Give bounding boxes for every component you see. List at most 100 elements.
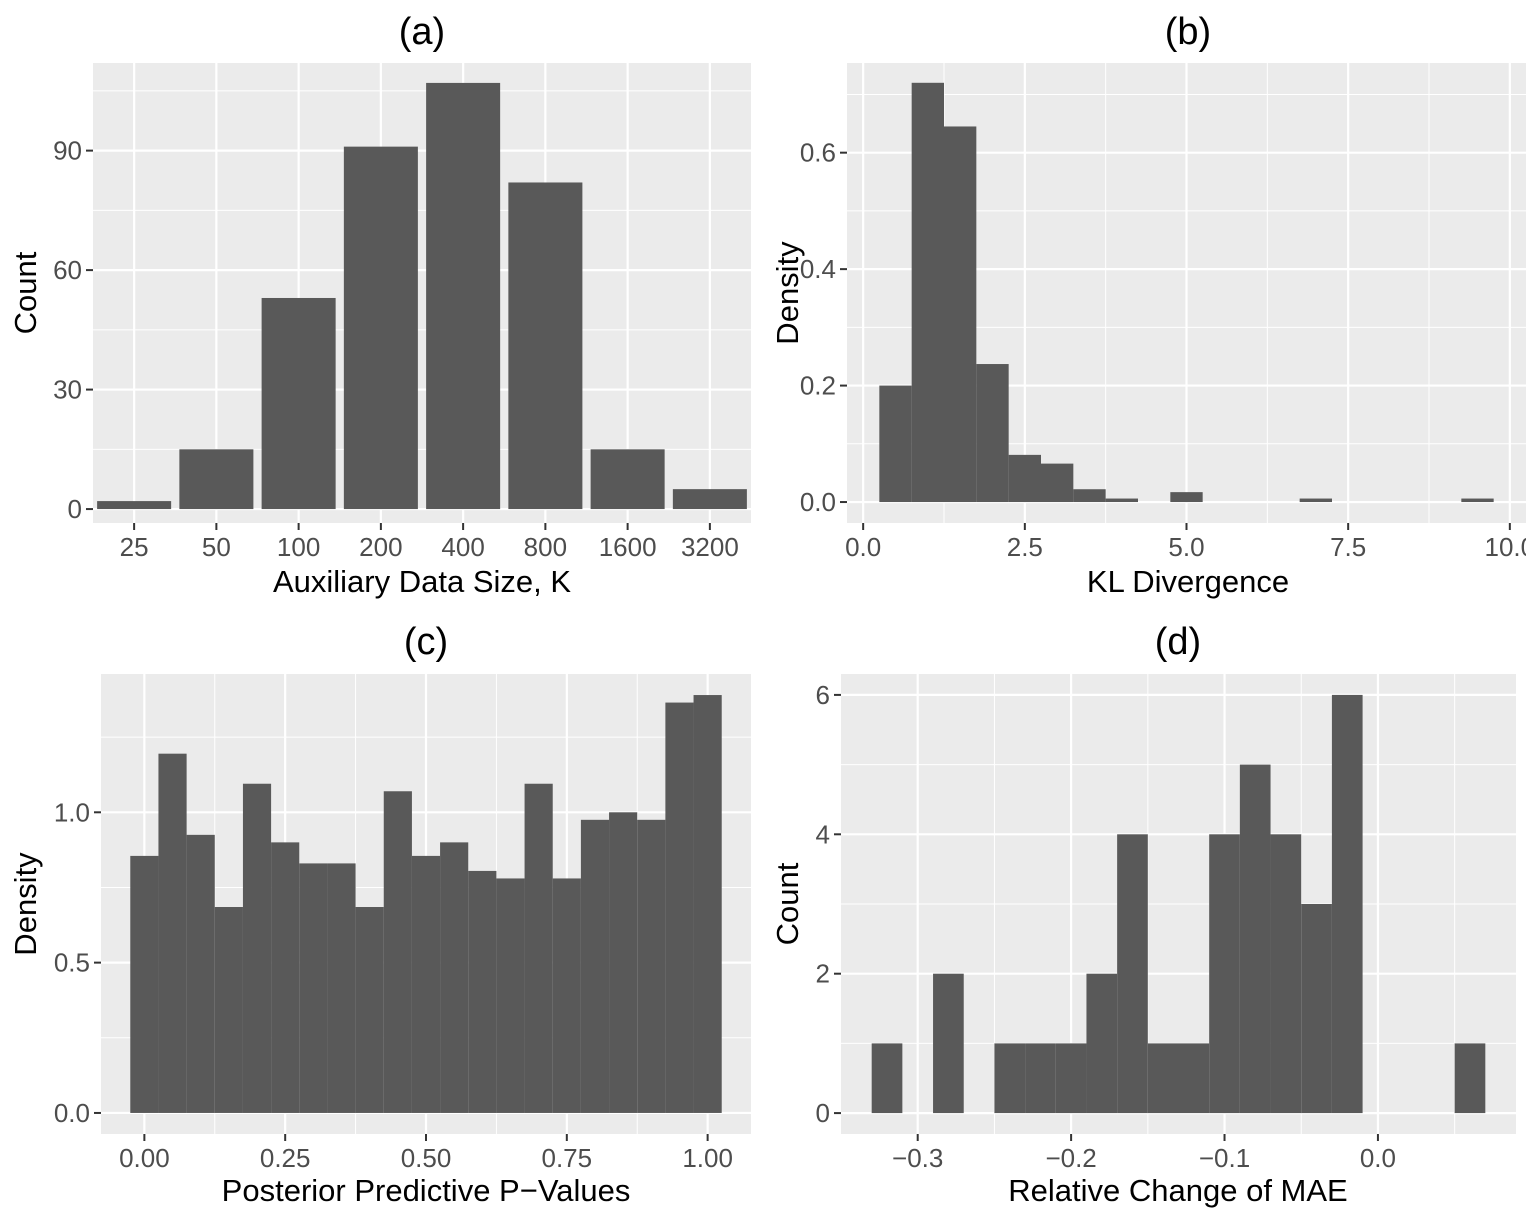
panel-d-bar <box>1239 764 1271 1114</box>
panel-c-bar <box>383 791 412 1113</box>
panel-a-x-tick-label: 1600 <box>599 532 657 562</box>
panel-a-bar <box>590 449 665 510</box>
panel-d-y-tick-label: 0 <box>816 1098 830 1128</box>
panel-b-bar <box>1299 498 1332 503</box>
panel-c-x-axis-label: Posterior Predictive P−Values <box>222 1173 631 1208</box>
panel-c-bar <box>496 878 525 1113</box>
panel-c-y-tick-label: 0.0 <box>54 1098 90 1128</box>
panel-d-bar <box>1178 1043 1210 1114</box>
panel-a-x-tick-label: 800 <box>524 532 567 562</box>
panel-c-bar <box>327 863 356 1113</box>
panel-b-bar <box>1041 463 1074 503</box>
panel-d-bar <box>1331 694 1363 1114</box>
panel-c-bar <box>693 695 722 1113</box>
panel-b-bar <box>976 364 1009 503</box>
panel-c-x-tick-label: 0.75 <box>542 1143 593 1173</box>
panel-b-x-tick-label: 7.5 <box>1330 532 1366 562</box>
panel-a-x-tick-label: 100 <box>277 532 320 562</box>
panel-a-y-tick-label: 90 <box>53 136 82 166</box>
panel-d-bar <box>1301 904 1332 1114</box>
panel-a-x-tick-label: 3200 <box>681 532 739 562</box>
panel-c-bar <box>440 842 469 1113</box>
panel-a-x-tick-label: 400 <box>441 532 484 562</box>
panel-a-plot-area <box>93 63 751 523</box>
panel-d-bar <box>871 1043 903 1114</box>
panel-c-y-tick-label: 0.5 <box>54 948 90 978</box>
panel-a-y-tick-label: 0 <box>68 494 82 524</box>
panel-d-y-tick-label: 4 <box>816 819 830 849</box>
panel-a-bar <box>672 489 747 510</box>
panel-d-bar <box>1086 973 1118 1114</box>
panel-c-bar <box>468 870 497 1113</box>
panel-d-bar <box>1147 1043 1179 1114</box>
panel-d-bar <box>1055 1043 1087 1114</box>
panel-d-y-tick-label: 6 <box>816 680 830 710</box>
panel-d-x-tick-label: −0.1 <box>1199 1143 1250 1173</box>
panel-d-y-tick-label: 2 <box>816 959 830 989</box>
panel-d-x-tick-label: 0.0 <box>1360 1143 1396 1173</box>
panel-c-x-tick-label: 1.00 <box>682 1143 733 1173</box>
panel-c-bar <box>299 863 328 1113</box>
panel-b-x-tick-label: 0.0 <box>845 532 881 562</box>
panel-d-bar <box>1025 1043 1056 1114</box>
panel-c-bar <box>214 907 243 1113</box>
panel-b-title: (b) <box>1165 11 1211 53</box>
panel-d-x-tick-label: −0.2 <box>1045 1143 1096 1173</box>
panel-c-bar <box>411 855 441 1113</box>
panel-a-bar <box>343 146 418 510</box>
panel-a-x-tick-label: 25 <box>120 532 149 562</box>
panel-b-bar <box>879 385 912 503</box>
panel-a-x-tick-label: 200 <box>359 532 402 562</box>
panel-d-x-tick-label: −0.3 <box>892 1143 943 1173</box>
panel-d-bar <box>1117 834 1148 1114</box>
panel-a-bar <box>97 501 172 510</box>
panel-c-bar <box>665 702 694 1113</box>
panel-a-y-tick-label: 30 <box>53 375 82 405</box>
panel-a-y-axis-label: Count <box>8 251 43 334</box>
panel-d: −0.3 −0.2 −0.1 0.0 0 2 4 6 (d) Relative Change… <box>770 621 1516 1208</box>
panel-b-bar <box>1008 454 1041 503</box>
panel-c-bar <box>524 783 553 1113</box>
panel-d-y-axis-label: Count <box>770 862 805 945</box>
panel-d-bar <box>994 1043 1026 1114</box>
panel-c-x-tick-label: 0.25 <box>260 1143 311 1173</box>
panel-d-bar <box>1209 834 1240 1114</box>
panel-b-x-tick-label: 2.5 <box>1007 532 1043 562</box>
panel-d-title: (d) <box>1155 621 1201 663</box>
panel-c-bar <box>186 834 215 1113</box>
panel-a-bar <box>261 297 336 510</box>
panel-c-bar <box>242 783 272 1113</box>
panel-c-bar <box>158 753 187 1113</box>
panel-a-x-tick-label: 50 <box>202 532 231 562</box>
panel-c: 0.00 0.25 0.50 0.75 1.00 0.0 0.5 1.0 (c) Poste… <box>8 621 751 1208</box>
panel-d-x-axis-label: Relative Change of MAE <box>1008 1173 1347 1208</box>
panel-c-title: (c) <box>404 621 448 663</box>
panel-d-bar <box>933 973 964 1114</box>
panel-c-y-axis-label: Density <box>8 852 43 956</box>
panel-b-y-tick-label: 0.6 <box>800 138 836 168</box>
panel-c-bar <box>355 907 384 1113</box>
panel-a-title: (a) <box>399 11 445 53</box>
panel-c-bar <box>552 878 581 1113</box>
panel-b-bar <box>1073 489 1106 503</box>
panel-c-bar <box>637 819 666 1113</box>
panel-c-bar <box>580 819 610 1113</box>
panel-a-bar <box>179 449 254 510</box>
panel-b-bar <box>944 126 977 503</box>
panel-b-x-axis-label: KL Divergence <box>1087 564 1289 599</box>
panel-b-x-tick-label: 10.0 <box>1485 532 1526 562</box>
panel-d-bar <box>1270 834 1302 1114</box>
panel-b-x-tick-label: 5.0 <box>1168 532 1204 562</box>
panel-a: 25 50 100 200 400 800 1600 3200 0 30 60 90 (a) Aux… <box>8 11 751 599</box>
panel-b: 0.0 2.5 5.0 7.5 10.0 0.0 0.2 0.4 0.6 (b) KL Div… <box>770 11 1526 599</box>
panel-c-bar <box>130 855 159 1113</box>
panel-a-x-axis-label: Auxiliary Data Size, K <box>273 564 571 599</box>
panel-b-bar <box>1105 498 1138 503</box>
panel-b-y-tick-label: 0.2 <box>800 371 836 401</box>
panel-c-y-tick-label: 1.0 <box>54 797 90 827</box>
panel-a-y-tick-label: 60 <box>53 255 82 285</box>
panel-b-y-tick-label: 0.0 <box>800 487 836 517</box>
panel-a-bar <box>426 82 501 510</box>
panel-b-bar <box>1170 492 1203 503</box>
